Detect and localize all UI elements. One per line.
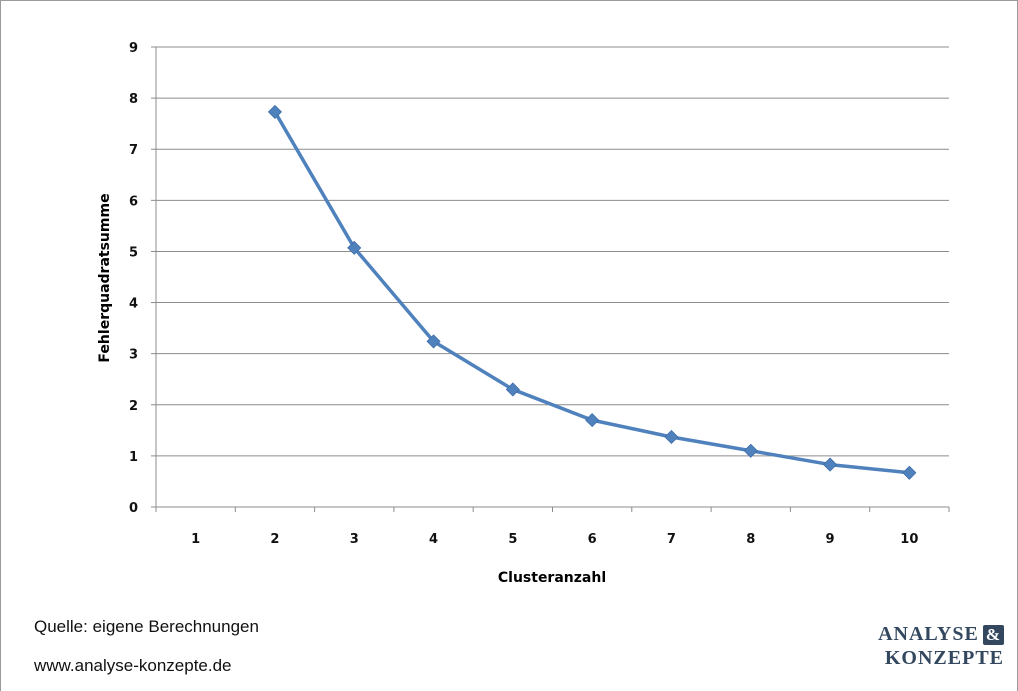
x-tick-label-5: 5 bbox=[508, 532, 517, 547]
x-tick-label-9: 9 bbox=[826, 532, 835, 547]
y-tick-label-5: 5 bbox=[129, 245, 138, 260]
line-chart: 0 1 2 3 4 5 6 7 8 9 1 2 3 4 5 6 7 8 9 10 Clusteranzahl Feh… bbox=[97, 41, 950, 586]
data-point-9 bbox=[822, 457, 838, 472]
frame-border-left bbox=[0, 0, 1, 691]
data-point-6 bbox=[585, 413, 600, 428]
x-tick-label-2: 2 bbox=[270, 532, 279, 547]
y-tick-label-0: 0 bbox=[129, 501, 138, 516]
y-tick-label-9: 9 bbox=[129, 41, 138, 56]
analyse-konzepte-logo: ANALYSE & KONZEPTE bbox=[878, 622, 1004, 670]
logo-ampersand: & bbox=[982, 625, 1004, 645]
website-link[interactable]: www.analyse-konzepte.de bbox=[34, 656, 232, 675]
x-tick-label-8: 8 bbox=[746, 532, 755, 547]
x-tick-label-1: 1 bbox=[191, 532, 200, 547]
data-point-7 bbox=[664, 429, 679, 445]
x-tick-label-4: 4 bbox=[429, 532, 438, 547]
series-group bbox=[267, 104, 917, 480]
logo-line-1: ANALYSE & bbox=[878, 622, 1004, 646]
logo-word-analyse: ANALYSE bbox=[878, 623, 979, 645]
y-tick-label-6: 6 bbox=[129, 194, 138, 209]
axes bbox=[151, 46, 950, 512]
y-tick-labels: 0 1 2 3 4 5 6 7 8 9 bbox=[129, 41, 138, 516]
y-tick-label-7: 7 bbox=[129, 143, 138, 158]
x-tick-label-6: 6 bbox=[588, 532, 597, 547]
x-axis-title: Clusteranzahl bbox=[498, 570, 606, 586]
logo-line-2: KONZEPTE bbox=[884, 647, 1004, 669]
x-tick-label-7: 7 bbox=[667, 532, 676, 547]
x-tick-label-3: 3 bbox=[350, 532, 359, 547]
gridlines bbox=[156, 46, 949, 457]
x-tick-label-10: 10 bbox=[900, 532, 918, 547]
data-point-8 bbox=[743, 443, 758, 458]
x-tick-labels: 1 2 3 4 5 6 7 8 9 10 bbox=[191, 532, 918, 547]
y-tick-label-8: 8 bbox=[129, 92, 138, 107]
data-point-3 bbox=[347, 240, 362, 255]
y-tick-label-1: 1 bbox=[129, 450, 138, 465]
y-tick-label-2: 2 bbox=[129, 399, 138, 414]
data-point-4 bbox=[426, 334, 441, 349]
data-point-2 bbox=[267, 104, 283, 119]
y-tick-label-4: 4 bbox=[129, 297, 138, 312]
data-point-5 bbox=[505, 382, 520, 397]
y-axis-title: Fehlerquadratsumme bbox=[97, 193, 113, 362]
data-point-10 bbox=[902, 465, 917, 480]
y-tick-label-3: 3 bbox=[129, 348, 138, 363]
frame-border-top bbox=[0, 0, 1018, 1]
source-note: Quelle: eigene Berechnungen bbox=[34, 617, 259, 636]
